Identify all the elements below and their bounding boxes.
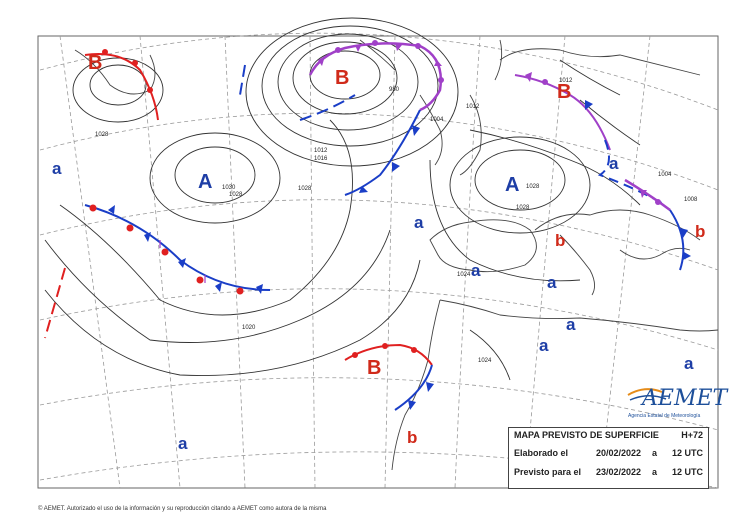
isobar-label: 1012 <box>559 78 573 84</box>
occluded-front-scandinavia-symbols <box>525 72 548 85</box>
high-center-europe: A <box>505 174 519 196</box>
forecast-info-box: MAPA PREVISTO DE SUPERFICIE H+72 Elabora… <box>508 427 709 489</box>
valid-label: Previsto para el <box>514 467 582 477</box>
low-center-scandinavia: B <box>557 81 571 103</box>
issued-separator: a <box>652 448 658 458</box>
occluded-front-balkans-symbols <box>640 190 661 205</box>
isobar-label: 1004 <box>430 117 444 123</box>
high-relative-atlantic-mid: a <box>414 213 424 232</box>
high-center-azores: A <box>198 171 212 193</box>
warm-front-canaries <box>344 343 433 366</box>
high-relative-med2: a <box>566 315 576 334</box>
quasi-stationary-front <box>84 204 271 291</box>
isobar-label: 1020 <box>242 325 256 331</box>
issued-date: 20/02/2022 <box>596 448 642 458</box>
occluded-front-scandinavia <box>514 74 611 151</box>
high-relative-italy: a <box>609 154 619 173</box>
map-border <box>37 35 719 489</box>
high-relative-africa2: a <box>684 354 694 373</box>
cold-front-canaries <box>394 364 433 411</box>
isobar-label: 1028 <box>229 192 243 198</box>
cold-front-north-atlantic <box>344 109 421 196</box>
copyright-footer: © AEMET. Autorizado el uso de la informa… <box>38 506 327 512</box>
isobars <box>44 17 641 381</box>
valid-date: 23/02/2022 <box>596 467 642 477</box>
isobar-label: 1024 <box>478 358 492 364</box>
valid-separator: a <box>652 467 658 477</box>
trough-west <box>44 267 66 339</box>
cold-front-east-triangles <box>585 100 691 260</box>
high-relative-west: a <box>52 159 62 178</box>
isobar-label: 1028 <box>298 186 312 192</box>
forecast-hour: H+72 <box>681 430 703 440</box>
isobar-label: 1008 <box>684 197 698 203</box>
isobar-label: 1028 <box>95 132 109 138</box>
high-relative-med1: a <box>547 273 557 292</box>
occluded-front-balkans <box>624 178 671 212</box>
warm-front-greenland-bumps <box>102 49 153 93</box>
low-center-canaries: B <box>367 357 381 379</box>
issued-time: 12 UTC <box>671 448 703 458</box>
low-center-greenland: B <box>88 52 102 74</box>
low-center-north-atlantic: B <box>335 67 349 89</box>
valid-time: 12 UTC <box>671 467 703 477</box>
low-relative-sahara: b <box>407 428 417 447</box>
isobar-label: 1028 <box>526 184 540 190</box>
front-ticks <box>159 240 206 283</box>
cold-front-canaries-triangles <box>408 382 434 410</box>
cold-front-east-med <box>669 209 685 271</box>
issued-label: Elaborado el <box>514 448 569 458</box>
isobar-label: 1012 <box>314 148 328 154</box>
isobar-label: 1012 <box>466 104 480 110</box>
isobar-label: 1030 <box>222 185 236 191</box>
aemet-logo-subtitle: Agencia Estatal de Meteorología <box>628 413 701 419</box>
occluded-front-symbols <box>318 40 444 83</box>
isobar-value-labels: 1028 1030 1028 1028 1020 1012 1016 980 1… <box>95 78 698 364</box>
info-title-row: MAPA PREVISTO DE SUPERFICIE H+72 <box>514 430 703 444</box>
isobar-label: 1028 <box>516 205 530 211</box>
low-relative-spain: b <box>555 231 565 250</box>
cold-front-dashed-north <box>239 64 356 121</box>
isobar-label: 1024 <box>457 272 471 278</box>
cold-front-europe-dashed <box>597 139 666 206</box>
valid-row: Previsto para el 23/02/2022 a 12 UTC <box>514 467 703 481</box>
coastlines <box>74 39 719 471</box>
high-relative-south: a <box>178 434 188 453</box>
high-relative-africa1: a <box>539 336 549 355</box>
warm-front-canaries-bumps <box>352 343 417 358</box>
aemet-logo: AEMET <box>642 386 728 411</box>
issued-row: Elaborado el 20/02/2022 a 12 UTC <box>514 448 703 462</box>
isobar-label: 1004 <box>658 172 672 178</box>
stationary-front-symbols <box>89 204 263 295</box>
high-relative-spain: a <box>471 261 481 280</box>
isobar-label: 1016 <box>314 156 328 162</box>
cold-front-triangles-1 <box>359 125 420 193</box>
isobar-label: 980 <box>389 87 400 93</box>
map-title: MAPA PREVISTO DE SUPERFICIE <box>514 430 659 440</box>
low-relative-greece: b <box>695 222 705 241</box>
